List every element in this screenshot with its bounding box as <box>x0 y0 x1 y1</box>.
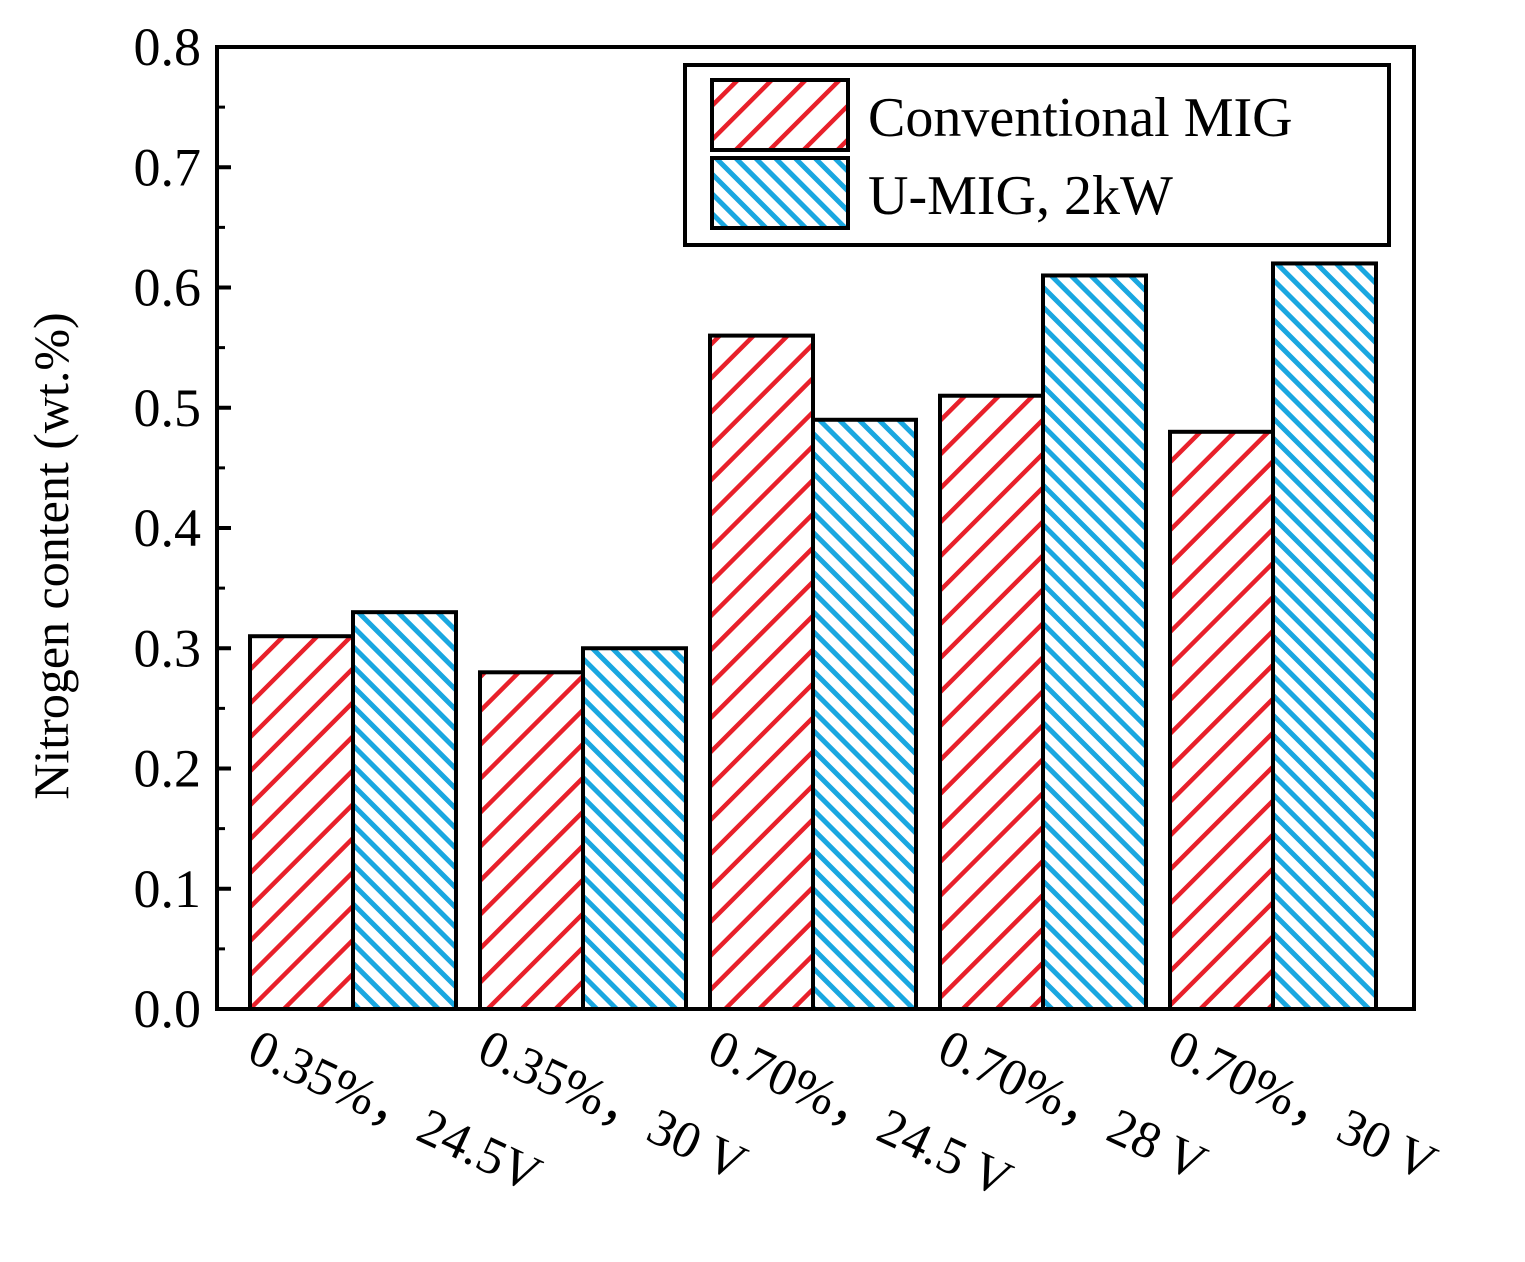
y-tick-label: 0.5 <box>134 378 202 438</box>
bar-conventional-mig-2 <box>478 670 585 1011</box>
y-tick-label: 0.6 <box>134 258 202 318</box>
y-tick-label: 0.1 <box>134 859 202 919</box>
y-axis-title: Nitrogen content (wt.%) <box>23 312 79 799</box>
bar-conventional-mig-5 <box>1168 429 1275 1011</box>
bars-group <box>248 261 1378 1012</box>
bar-conventional-mig-4 <box>938 393 1045 1012</box>
legend-label-u-mig: U-MIG, 2kW <box>868 165 1173 227</box>
y-tick-label: 0.4 <box>134 498 202 558</box>
legend-label-conventional-mig: Conventional MIG <box>868 87 1293 149</box>
bar-conventional-mig-1 <box>248 634 355 1011</box>
bar-u-mig-2 <box>581 646 688 1011</box>
plot-frame <box>215 45 1416 1011</box>
legend: Conventional MIG U-MIG, 2kW <box>683 63 1391 247</box>
y-tick-label: 0.8 <box>134 17 202 77</box>
bar-u-mig-1 <box>351 610 458 1011</box>
bar-u-mig-4 <box>1041 273 1148 1012</box>
y-axis-ticks: 0.0 0.1 0.2 0.3 0.4 0.5 0.6 0.7 0.8 <box>134 17 231 1039</box>
y-tick-label: 0.2 <box>134 739 202 799</box>
y-tick-label: 0.7 <box>134 137 202 197</box>
legend-swatch-conventional-mig <box>710 78 850 152</box>
legend-swatch-u-mig <box>710 156 850 230</box>
y-tick-label: 0.3 <box>134 618 202 678</box>
bar-u-mig-3 <box>811 417 918 1011</box>
bar-conventional-mig-3 <box>708 333 815 1012</box>
y-tick-label: 0.0 <box>134 979 202 1039</box>
bar-u-mig-5 <box>1271 261 1378 1011</box>
x-axis-category-labels: 0.35%，24.5V0.35%，30 V0.70%，24.5 V0.70%，2… <box>240 1019 1445 1209</box>
